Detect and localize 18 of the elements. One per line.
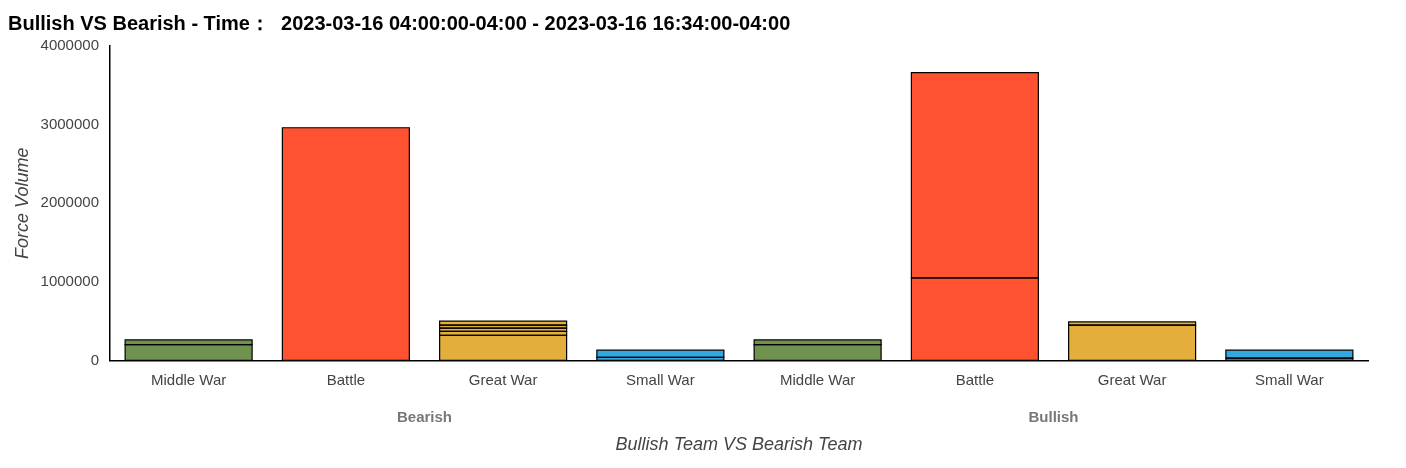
text: Bearish xyxy=(396,408,453,426)
y-tick-label: 3000000 xyxy=(40,114,99,132)
text: Bullish xyxy=(1028,408,1079,426)
chart-title: Bullish VS Bearish - Time： 2023-03-16 04:00:00-04:00 - 2023-03-16 16:34:00-04:00 xyxy=(8,11,791,34)
x-tick-label: Great War xyxy=(468,370,538,388)
x-tick-label: Great War xyxy=(1097,370,1167,388)
x-axis-title: Bullish Team VS Bearish Team xyxy=(615,434,863,455)
x-tick-label: Middle War xyxy=(150,370,227,388)
y-tick-label: 0 xyxy=(90,350,99,368)
x-tick-label: Small War xyxy=(626,370,695,388)
y-tick-label: 2000000 xyxy=(40,193,99,211)
x-tick-label: Middle War xyxy=(779,370,856,388)
x-tick-label: Battle xyxy=(326,370,366,388)
x-tick-label: Battle xyxy=(955,370,995,388)
y-axis-title: Force Volume xyxy=(11,147,32,259)
y-tick-label: 1000000 xyxy=(40,271,99,289)
x-tick-label: Small War xyxy=(1255,370,1324,388)
y-tick-label: 4000000 xyxy=(40,36,99,54)
